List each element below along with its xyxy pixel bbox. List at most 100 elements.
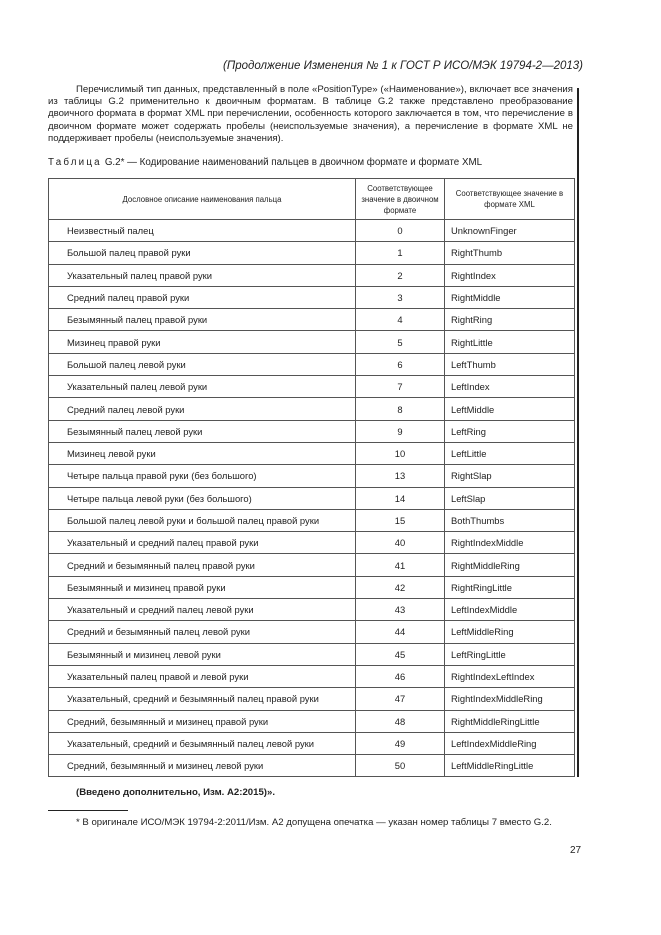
table-cell: Указательный палец левой руки (48, 375, 356, 399)
table-cell: LeftIndexMiddle (444, 598, 575, 622)
table-cell: RightIndexMiddle (444, 531, 575, 555)
table-row: Безымянный палец левой руки 9 LeftRing (48, 419, 575, 443)
table-cell: LeftRing (444, 419, 575, 443)
table-row: Мизинец правой руки 5 RightLittle (48, 330, 575, 354)
table-cell: 10 (355, 441, 445, 466)
table-cell: RightMiddleRingLittle (444, 709, 575, 733)
table-row: Четыре пальца правой руки (без большого)… (48, 464, 575, 488)
table-body: Неизвестный палец 0 UnknownFinger Большой п… (48, 218, 575, 778)
table-cell: 0 (355, 218, 445, 243)
caption-text: G.2* — Кодирование наименований пальцев … (104, 157, 483, 168)
table-row: Большой палец левой руки и большой палец… (48, 508, 575, 533)
table-row: Средний и безымянный палец правой руки 41… (48, 553, 575, 577)
table: Дословное описание наименования пальца С… (48, 178, 575, 778)
table-cell: RightIndexLeftIndex (444, 664, 575, 689)
table-cell: Средний и безымянный палец правой руки (48, 553, 356, 577)
table-cell: Указательный палец правой руки (48, 263, 356, 287)
table-cell: RightLittle (444, 330, 575, 354)
table-cell: RightRing (444, 308, 575, 332)
table-cell: 9 (355, 419, 445, 443)
table-cell: 1 (355, 241, 445, 265)
caption-label: Таблица (48, 157, 102, 168)
table-cell: Безымянный и мизинец левой руки (48, 642, 356, 666)
table-cell: 49 (355, 731, 445, 756)
table-cell: LeftIndex (444, 375, 575, 399)
page-number: 27 (570, 845, 582, 856)
table-cell: LeftMiddleRing (444, 620, 575, 644)
table-cell: Большой палец левой руки и большой палец… (48, 508, 356, 533)
table-cell: UnknownFinger (444, 218, 575, 243)
table-row: Указательный и средний палец левой руки 4… (48, 598, 575, 622)
table-cell: 8 (355, 397, 445, 421)
table-row: Безымянный и мизинец левой руки 45 LeftRin… (48, 642, 575, 666)
table-cell: 40 (355, 531, 445, 555)
table-cell: 47 (355, 687, 445, 711)
table-cell: LeftLittle (444, 441, 575, 466)
table-cell: Указательный и средний палец правой руки (48, 531, 356, 555)
table-cell: Средний палец левой руки (48, 397, 356, 421)
table-cell: Четыре пальца левой руки (без большого) (48, 486, 356, 510)
table-cell: Безымянный палец левой руки (48, 419, 356, 443)
column-header: Соответствующее значение в двоичном форм… (355, 178, 445, 220)
table-cell: LeftSlap (444, 486, 575, 510)
table-cell: RightIndexMiddleRing (444, 687, 575, 711)
table-cell: 48 (355, 709, 445, 733)
table-cell: Указательный и средний палец левой руки (48, 598, 356, 622)
table-row: Мизинец левой руки 10 LeftLittle (48, 441, 575, 466)
table-row: Безымянный и мизинец правой руки 42 RightR… (48, 575, 575, 600)
table-row: Указательный палец левой руки 7 LeftIndex (48, 375, 575, 399)
table-cell: 43 (355, 598, 445, 622)
footnote: * В оригинале ИСО/МЭК 19794-2:2011/Изм. … (76, 817, 552, 828)
amendment-note: (Введено дополнительно, Изм. А2:2015)». (76, 787, 275, 798)
table-row: Указательный, средний и безымянный палец… (48, 687, 575, 711)
table-cell: 46 (355, 664, 445, 689)
footnote-rule (48, 810, 128, 811)
table-cell: LeftThumb (444, 352, 575, 377)
table-cell: 41 (355, 553, 445, 577)
column-header: Дословное описание наименования пальца (48, 178, 356, 220)
table-cell: RightThumb (444, 241, 575, 265)
table-row: Большой палец правой руки 1 RightThumb (48, 241, 575, 265)
table-cell: 45 (355, 642, 445, 666)
table-row: Средний палец правой руки 3 RightMiddle (48, 285, 575, 310)
table-cell: RightMiddleRing (444, 553, 575, 577)
table-cell: 14 (355, 486, 445, 510)
table-cell: 6 (355, 352, 445, 377)
table-cell: 7 (355, 375, 445, 399)
table-cell: 50 (355, 754, 445, 778)
table-cell: Неизвестный палец (48, 218, 356, 243)
table-cell: Указательный, средний и безымянный палец… (48, 731, 356, 756)
table-row: Указательный палец правой и левой руки 46… (48, 664, 575, 689)
table-caption: Таблица G.2* — Кодирование наименований п… (48, 157, 482, 168)
table-cell: Средний палец правой руки (48, 285, 356, 310)
table-cell: 2 (355, 263, 445, 287)
table-cell: Большой палец правой руки (48, 241, 356, 265)
table-cell: LeftRingLittle (444, 642, 575, 666)
table-cell: Большой палец левой руки (48, 352, 356, 377)
table-cell: Указательный палец правой и левой руки (48, 664, 356, 689)
table-cell: Средний, безымянный и мизинец левой руки (48, 754, 356, 778)
table-cell: 3 (355, 285, 445, 310)
column-header: Соответствующее значение в формате XML (444, 178, 575, 220)
paragraph: Перечислимый тип данных, представленный … (48, 84, 573, 144)
header-row: Дословное описание наименования пальца С… (48, 178, 575, 220)
table-cell: 44 (355, 620, 445, 644)
table-cell: Безымянный палец правой руки (48, 308, 356, 332)
table-cell: LeftMiddleRingLittle (444, 754, 575, 778)
table-cell: 4 (355, 308, 445, 332)
table-cell: Мизинец левой руки (48, 441, 356, 466)
table-cell: 13 (355, 464, 445, 488)
table-cell: Четыре пальца правой руки (без большого) (48, 464, 356, 488)
table-cell: Мизинец правой руки (48, 330, 356, 354)
table-cell: Безымянный и мизинец правой руки (48, 575, 356, 600)
table-cell: LeftIndexMiddleRing (444, 731, 575, 756)
table-row: Средний палец левой руки 8 LeftMiddle (48, 397, 575, 421)
table-cell: 15 (355, 508, 445, 533)
table-row: Безымянный палец правой руки 4 RightRing (48, 308, 575, 332)
table-cell: Указательный, средний и безымянный палец… (48, 687, 356, 711)
table-row: Неизвестный палец 0 UnknownFinger (48, 218, 575, 243)
table-row: Указательный и средний палец правой руки… (48, 531, 575, 555)
table-row: Средний, безымянный и мизинец правой рук… (48, 709, 575, 733)
table-row: Четыре пальца левой руки (без большого) 1… (48, 486, 575, 510)
